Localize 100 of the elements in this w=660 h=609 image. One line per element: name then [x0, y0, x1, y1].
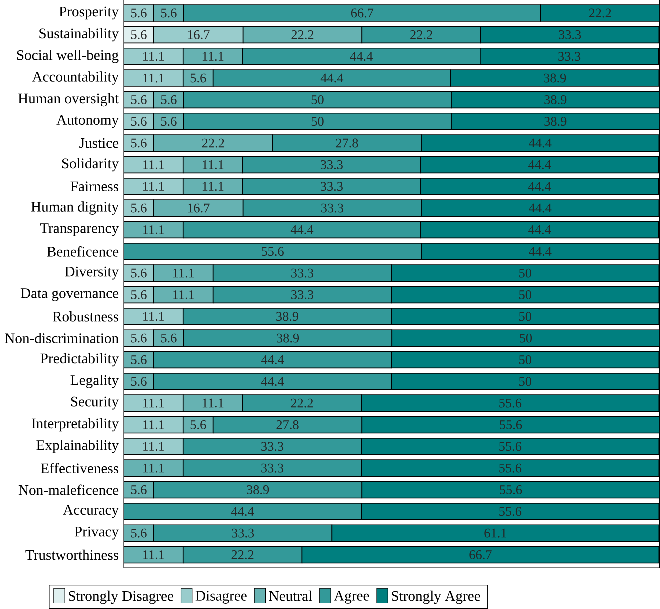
y-tick-label: Predictability [40, 353, 120, 367]
data-label: 5.6 [161, 117, 177, 126]
data-label: 50 [520, 290, 532, 300]
y-tick-label: Sustainability [40, 28, 120, 42]
legend-label: Neutral [269, 590, 312, 602]
data-label: 33.3 [320, 160, 343, 170]
data-label: 55.6 [500, 398, 522, 408]
data-label: 38.9 [277, 334, 300, 343]
data-label: 44.4 [529, 247, 552, 256]
data-label: 44.4 [528, 160, 552, 170]
data-label: 11.1 [144, 550, 164, 560]
data-label: 5.6 [131, 96, 147, 104]
data-label: 5.6 [131, 528, 147, 538]
data-label: 33.3 [262, 464, 284, 473]
data-label: 11.1 [144, 442, 164, 452]
data-label: 38.9 [544, 95, 567, 104]
data-label: 11.1 [144, 464, 164, 473]
y-tick-label: Legality [70, 375, 120, 388]
data-label: 33.3 [558, 52, 581, 62]
y-tick-label: Explainability [36, 440, 120, 454]
data-label: 22.2 [410, 30, 432, 40]
data-label: 5.6 [161, 334, 177, 343]
data-label: 55.6 [262, 247, 284, 256]
data-label: 44.4 [529, 204, 552, 213]
data-label: 55.6 [500, 486, 522, 494]
data-label: 11.1 [144, 52, 164, 62]
data-label: 11.1 [144, 420, 164, 430]
data-label: 33.3 [322, 204, 344, 213]
data-label: 38.9 [544, 117, 567, 126]
data-label: 55.6 [500, 507, 522, 516]
data-label: 44.4 [290, 226, 314, 234]
data-label: 55.6 [500, 442, 522, 452]
data-label: 44.4 [528, 226, 552, 234]
data-label: 11.1 [144, 398, 164, 408]
y-tick-label: Accuracy [63, 505, 120, 518]
y-tick-label: Diversity [65, 266, 120, 280]
data-label: 16.7 [188, 204, 210, 213]
data-label: 33.3 [262, 442, 284, 452]
data-label: 5.6 [131, 377, 147, 386]
data-label: 50 [520, 356, 532, 364]
data-label: 33.3 [320, 182, 343, 192]
y-tick-label: Fairness [70, 182, 119, 192]
legend-label: Disagree [196, 591, 247, 604]
data-label: 66.7 [351, 8, 374, 18]
data-label: 5.6 [131, 268, 147, 278]
y-tick-label: Social well-being [17, 50, 119, 64]
y-tick-label: Security [71, 396, 120, 410]
data-label: 44.4 [231, 507, 254, 516]
data-label: 44.4 [320, 74, 344, 83]
data-label: 66.7 [470, 550, 492, 560]
data-label: 11.1 [144, 74, 164, 83]
data-label: 5.6 [161, 96, 177, 104]
y-tick-label: Solidarity [62, 158, 120, 172]
legend-label: Strongly Disagree [69, 590, 174, 604]
data-label: 38.9 [276, 312, 299, 322]
data-label: 33.3 [559, 30, 582, 40]
data-label: 44.4 [261, 356, 284, 364]
data-label: 11.1 [202, 398, 224, 408]
data-label: 5.6 [131, 30, 147, 40]
data-label: 55.6 [500, 464, 522, 473]
y-tick-label: Privacy [74, 526, 120, 540]
data-label: 5.6 [190, 74, 206, 83]
data-label: 61.1 [484, 528, 506, 538]
data-label: 44.4 [528, 182, 552, 192]
y-tick-label: Interpretability [32, 418, 120, 432]
data-label: 11.1 [202, 52, 224, 62]
data-label: 50 [520, 312, 532, 322]
y-tick-label: Accountability [32, 72, 120, 85]
data-label: 5.6 [190, 420, 206, 430]
data-label: 11.1 [174, 290, 194, 300]
y-tick-label: Prosperity [59, 6, 120, 20]
data-label: 50 [520, 334, 532, 343]
data-label: 38.9 [247, 486, 270, 495]
data-label: 5.6 [161, 8, 177, 18]
data-label: 5.6 [131, 290, 147, 300]
data-label: 55.6 [500, 420, 522, 430]
data-label: 5.6 [131, 138, 147, 148]
data-label: 33.3 [292, 290, 314, 300]
data-label: 5.6 [131, 356, 147, 364]
y-tick-label: Transparency [40, 224, 120, 236]
data-label: 50 [520, 377, 532, 386]
data-label: 11.1 [202, 160, 224, 170]
data-label: 50 [312, 117, 324, 126]
data-label: 22.2 [292, 30, 314, 40]
data-label: 27.8 [336, 138, 358, 148]
data-label: 27.8 [276, 420, 299, 430]
y-tick-label: Trustworthiness [26, 550, 119, 560]
data-label: 50 [520, 268, 532, 278]
y-tick-label: Human oversight [18, 93, 119, 107]
data-label: 22.2 [291, 398, 314, 408]
y-tick-label: Autonomy [56, 115, 120, 128]
data-label: 11.1 [144, 226, 164, 234]
y-tick-label: Human dignity [31, 202, 120, 215]
data-label: 5.6 [131, 204, 147, 213]
data-label: 16.7 [188, 30, 210, 40]
y-tick-label: Data governance [20, 288, 119, 302]
data-label: 11.1 [144, 160, 164, 170]
data-label: 22.2 [202, 138, 224, 148]
data-label: 22.2 [589, 8, 612, 18]
legend-label: Agree [334, 591, 370, 604]
